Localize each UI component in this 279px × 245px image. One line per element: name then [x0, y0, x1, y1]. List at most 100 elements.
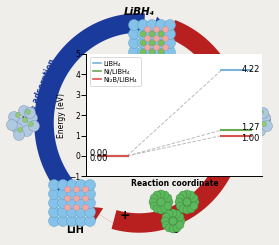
Legend: LiBH₄, Ni/LiBH₄, Ni₂B/LiBH₄: LiBH₄, Ni/LiBH₄, Ni₂B/LiBH₄: [90, 57, 141, 86]
Circle shape: [13, 130, 25, 140]
Circle shape: [129, 56, 140, 66]
Circle shape: [155, 20, 167, 30]
Circle shape: [162, 36, 169, 41]
Circle shape: [8, 111, 20, 122]
Circle shape: [165, 47, 175, 58]
Text: 4.22: 4.22: [241, 65, 259, 74]
Circle shape: [149, 49, 155, 55]
Circle shape: [158, 31, 164, 37]
Circle shape: [256, 118, 261, 122]
Circle shape: [242, 111, 252, 122]
Circle shape: [169, 209, 177, 217]
Text: H₂ adsorption: H₂ adsorption: [27, 58, 57, 116]
Text: H₂ desorption: H₂ desorption: [217, 76, 247, 134]
Circle shape: [76, 188, 86, 199]
Text: Ni₂B: Ni₂B: [8, 115, 28, 124]
Circle shape: [251, 127, 256, 133]
Circle shape: [138, 56, 148, 66]
Circle shape: [146, 56, 158, 66]
Circle shape: [73, 186, 80, 193]
Text: B: B: [171, 225, 179, 235]
Circle shape: [165, 37, 175, 49]
Text: LiBH₄: LiBH₄: [123, 7, 155, 17]
Text: Ni₂B: Ni₂B: [251, 115, 271, 124]
Circle shape: [239, 120, 251, 131]
Circle shape: [162, 45, 169, 50]
Circle shape: [145, 45, 150, 50]
Circle shape: [176, 202, 184, 210]
Circle shape: [76, 216, 86, 226]
Circle shape: [27, 112, 37, 123]
Circle shape: [177, 217, 185, 225]
Circle shape: [66, 188, 78, 199]
Text: 0.00: 0.00: [89, 154, 108, 163]
Circle shape: [165, 28, 175, 39]
Circle shape: [138, 47, 148, 58]
Circle shape: [129, 37, 140, 49]
Circle shape: [249, 118, 261, 128]
Circle shape: [49, 216, 59, 226]
Circle shape: [164, 202, 172, 210]
Circle shape: [161, 205, 169, 213]
Circle shape: [190, 194, 198, 202]
Circle shape: [162, 213, 170, 221]
Circle shape: [76, 207, 86, 218]
Circle shape: [150, 202, 158, 210]
Circle shape: [25, 110, 30, 114]
Circle shape: [176, 194, 184, 202]
Circle shape: [249, 112, 254, 118]
Circle shape: [57, 207, 69, 218]
Circle shape: [247, 130, 258, 140]
Text: 0.00: 0.00: [89, 149, 108, 158]
Circle shape: [165, 20, 175, 30]
Circle shape: [64, 205, 71, 210]
Circle shape: [83, 205, 88, 210]
Circle shape: [140, 49, 146, 55]
Circle shape: [173, 224, 181, 232]
Circle shape: [153, 26, 160, 33]
Circle shape: [129, 47, 140, 58]
Circle shape: [169, 217, 177, 225]
Circle shape: [183, 190, 191, 198]
Text: 1.00: 1.00: [241, 134, 259, 143]
Circle shape: [161, 217, 169, 225]
Circle shape: [149, 40, 155, 46]
Circle shape: [73, 196, 80, 201]
Circle shape: [85, 180, 95, 191]
Circle shape: [164, 194, 172, 202]
Circle shape: [18, 127, 23, 133]
Circle shape: [161, 191, 169, 199]
Circle shape: [28, 121, 40, 132]
Circle shape: [165, 224, 173, 232]
Circle shape: [165, 210, 173, 218]
Circle shape: [176, 221, 184, 229]
Circle shape: [64, 196, 71, 201]
Circle shape: [145, 26, 150, 33]
Circle shape: [129, 20, 140, 30]
Circle shape: [25, 108, 35, 119]
X-axis label: Reaction coordinate: Reaction coordinate: [131, 179, 218, 188]
Circle shape: [169, 225, 177, 233]
Circle shape: [183, 206, 191, 214]
Circle shape: [49, 188, 59, 199]
Circle shape: [66, 180, 78, 191]
Circle shape: [259, 110, 263, 114]
Circle shape: [149, 198, 157, 206]
Circle shape: [149, 31, 155, 37]
Text: +: +: [120, 208, 130, 221]
Circle shape: [16, 112, 20, 118]
Circle shape: [261, 122, 266, 126]
Circle shape: [187, 205, 195, 213]
Circle shape: [157, 198, 165, 206]
Circle shape: [23, 118, 28, 122]
Circle shape: [49, 197, 59, 208]
Circle shape: [146, 37, 158, 49]
Circle shape: [57, 180, 69, 191]
Circle shape: [85, 197, 95, 208]
Circle shape: [175, 198, 183, 206]
Circle shape: [146, 20, 158, 30]
Circle shape: [162, 26, 169, 33]
Circle shape: [146, 47, 158, 58]
Circle shape: [158, 49, 164, 55]
Circle shape: [140, 31, 146, 37]
